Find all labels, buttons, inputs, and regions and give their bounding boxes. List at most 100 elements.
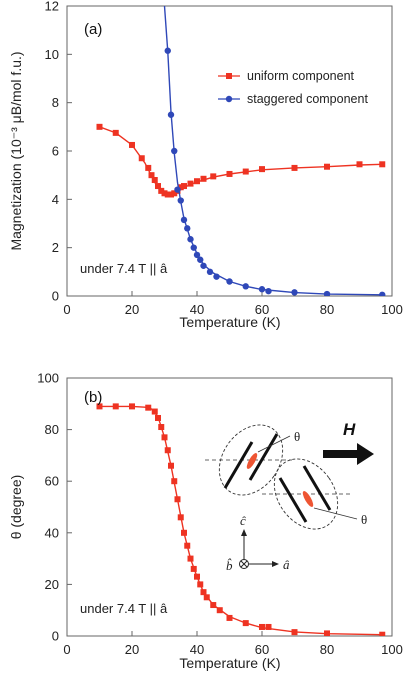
x-tick-label-b-60: 60	[255, 642, 269, 657]
data-point-a-0-9	[161, 190, 168, 197]
x-tick-label-b-40: 40	[190, 642, 204, 657]
data-point-a-0-26	[379, 161, 386, 168]
data-point-b-0-8	[164, 447, 171, 454]
data-point-a-1-9	[193, 251, 201, 259]
data-point-a-1-20	[379, 291, 386, 296]
legend-label-uniform: uniform component	[247, 69, 355, 83]
plot-frame-b	[66, 377, 393, 637]
data-point-a-1-8	[190, 244, 197, 251]
spin-moment-2	[302, 491, 314, 507]
data-point-a-0-17	[194, 178, 200, 185]
data-point-a-0-5	[148, 172, 155, 179]
data-point-b-0-19	[200, 589, 207, 596]
field-annotation-a: under 7.4 T || â	[80, 261, 168, 276]
data-point-b-0-13	[181, 529, 187, 536]
data-point-a-0-12	[171, 190, 178, 197]
data-point-b-0-21	[210, 602, 217, 609]
field-label: H	[343, 420, 356, 439]
data-point-b-0-11	[174, 496, 181, 503]
plot-frame-a	[66, 5, 393, 297]
x-tick-label-b-100: 100	[381, 642, 403, 657]
data-point-a-1-3	[174, 186, 181, 193]
spin-bar-2b	[302, 465, 332, 511]
data-point-a-0-7	[155, 183, 161, 190]
series-b-0	[96, 403, 386, 636]
spin-bar-1b	[248, 433, 279, 481]
data-point-b-0-16	[190, 565, 197, 572]
legend-marker-staggered	[225, 95, 233, 103]
c-axis-arrowhead-icon	[241, 529, 247, 536]
theta-leader-2	[313, 507, 358, 520]
data-point-a-0-18	[200, 175, 207, 182]
panel-b: 0 20 40 60 80 100 0 20 40 60 80 100 (b) under 7.4 T…	[8, 371, 403, 672]
y-tick-label-a-12: 12	[45, 0, 59, 14]
data-point-b-0-27	[291, 629, 298, 636]
x-tick-label-b-20: 20	[125, 642, 139, 657]
data-point-b-0-9	[168, 462, 174, 469]
domain-ellipse-2	[273, 458, 339, 530]
theta-label-1: θ	[294, 429, 300, 444]
y-tick-label-b-100: 100	[37, 371, 59, 386]
series-line-a-1	[163, 6, 383, 296]
data-point-b-0-14	[184, 542, 191, 549]
y-tick-label-a-0: 0	[52, 289, 59, 304]
b-axis-cross-2	[240, 560, 248, 568]
y-tick-label-a-4: 4	[52, 192, 59, 207]
data-point-b-0-0	[96, 403, 103, 410]
y-tick-label-a-10: 10	[45, 47, 59, 62]
data-point-a-0-2	[129, 141, 135, 148]
data-point-a-1-6	[184, 225, 191, 232]
domain-ellipse-1	[218, 424, 284, 496]
data-point-a-0-6	[151, 177, 158, 183]
data-point-a-1-1	[167, 111, 175, 118]
data-point-a-0-16	[187, 180, 194, 187]
data-point-a-1-16	[258, 286, 266, 293]
data-point-b-0-6	[158, 424, 165, 431]
spin-bar-2a	[278, 477, 308, 523]
series-a-0	[96, 123, 386, 198]
data-point-a-1-15	[242, 283, 249, 290]
data-point-a-0-20	[226, 170, 233, 177]
series-group-a	[96, 6, 386, 296]
series-group-b	[96, 403, 386, 636]
data-point-a-0-22	[259, 166, 265, 173]
legend: uniform component staggered component	[218, 69, 368, 106]
y-tick-label-a-6: 6	[52, 144, 59, 159]
y-tick-label-a-8: 8	[52, 95, 59, 110]
y-tick-label-b-0: 0	[52, 629, 59, 644]
y-tick-label-b-60: 60	[45, 474, 59, 489]
data-point-a-1-11	[200, 262, 207, 269]
x-axis-title-b: Temperature (K)	[179, 655, 280, 671]
theta-leader-1	[257, 435, 291, 453]
x-axis-title-a: Temperature (K)	[179, 314, 280, 330]
data-point-b-0-24	[242, 620, 249, 627]
data-point-a-0-23	[291, 164, 298, 171]
data-point-b-0-4	[151, 408, 158, 415]
data-point-b-0-3	[145, 404, 152, 411]
field-annotation-b: under 7.4 T || â	[80, 601, 168, 616]
data-point-a-1-7	[187, 236, 194, 243]
data-point-b-0-7	[161, 434, 168, 441]
data-point-b-0-18	[197, 581, 204, 588]
data-point-b-0-2	[129, 403, 135, 410]
data-point-a-0-1	[112, 129, 119, 136]
axis-ticks-a: 0 20 40 60 80 100 0 2 4 6 8 10 12	[45, 0, 403, 317]
data-point-a-0-19	[210, 173, 217, 180]
data-point-a-1-13	[213, 273, 220, 280]
data-point-a-0-3	[138, 155, 145, 162]
y-tick-label-b-40: 40	[45, 525, 59, 540]
crystal-axes: ĉ b̂ â	[226, 513, 290, 573]
data-point-a-0-8	[158, 187, 165, 194]
data-point-a-1-19	[323, 290, 331, 296]
axis-ticks-b: 0 20 40 60 80 100 0 20 40 60 80 100	[37, 371, 403, 658]
legend-marker-uniform	[226, 73, 232, 79]
data-point-a-0-10	[164, 191, 171, 198]
a-axis-arrowhead-icon	[272, 561, 279, 567]
data-point-a-1-17	[265, 287, 272, 295]
data-point-b-0-23	[226, 614, 233, 621]
data-point-a-1-0	[164, 47, 171, 54]
spin-moment-1	[246, 453, 258, 469]
y-tick-label-b-80: 80	[45, 422, 59, 437]
panel-a: 0 20 40 60 80 100 0 2 4 6 8 10 12 (a) under 7.4 T ||…	[8, 0, 403, 330]
